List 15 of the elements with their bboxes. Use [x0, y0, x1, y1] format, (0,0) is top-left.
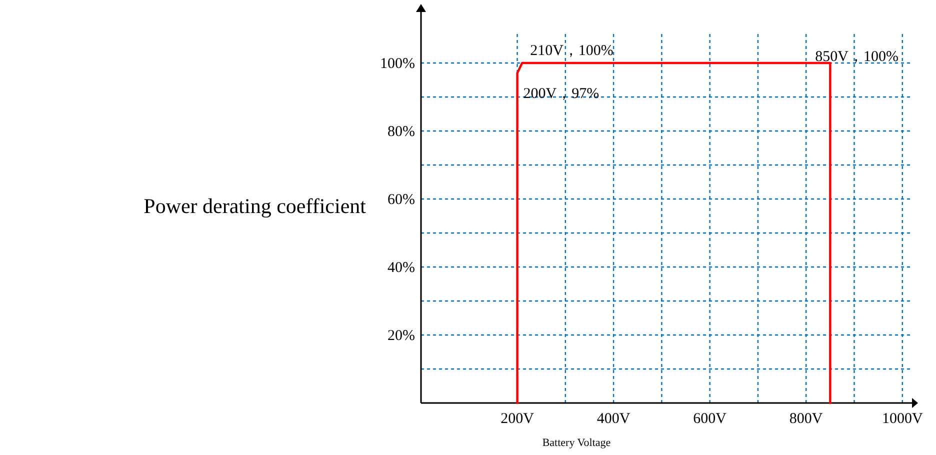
- annotation: 850V，100%: [815, 49, 898, 65]
- annotation: 200V，97%: [523, 86, 600, 102]
- annotation: 210V，100%: [530, 43, 614, 59]
- y-tick-label: 40%: [388, 260, 415, 276]
- y-tick-label: 80%: [388, 124, 415, 140]
- x-tick-label: 800V: [789, 411, 823, 427]
- x-tick-label: 600V: [693, 411, 727, 427]
- x-axis-title: Battery Voltage: [542, 437, 611, 449]
- x-tick-label: 200V: [500, 411, 534, 427]
- y-tick-label: 60%: [388, 192, 415, 208]
- x-tick-label: 400V: [596, 411, 630, 427]
- x-tick-label: 1000V: [882, 411, 923, 427]
- y-axis-title: Power derating coefficient: [144, 194, 366, 218]
- y-tick-label: 100%: [380, 56, 415, 72]
- y-tick-label: 20%: [388, 328, 415, 344]
